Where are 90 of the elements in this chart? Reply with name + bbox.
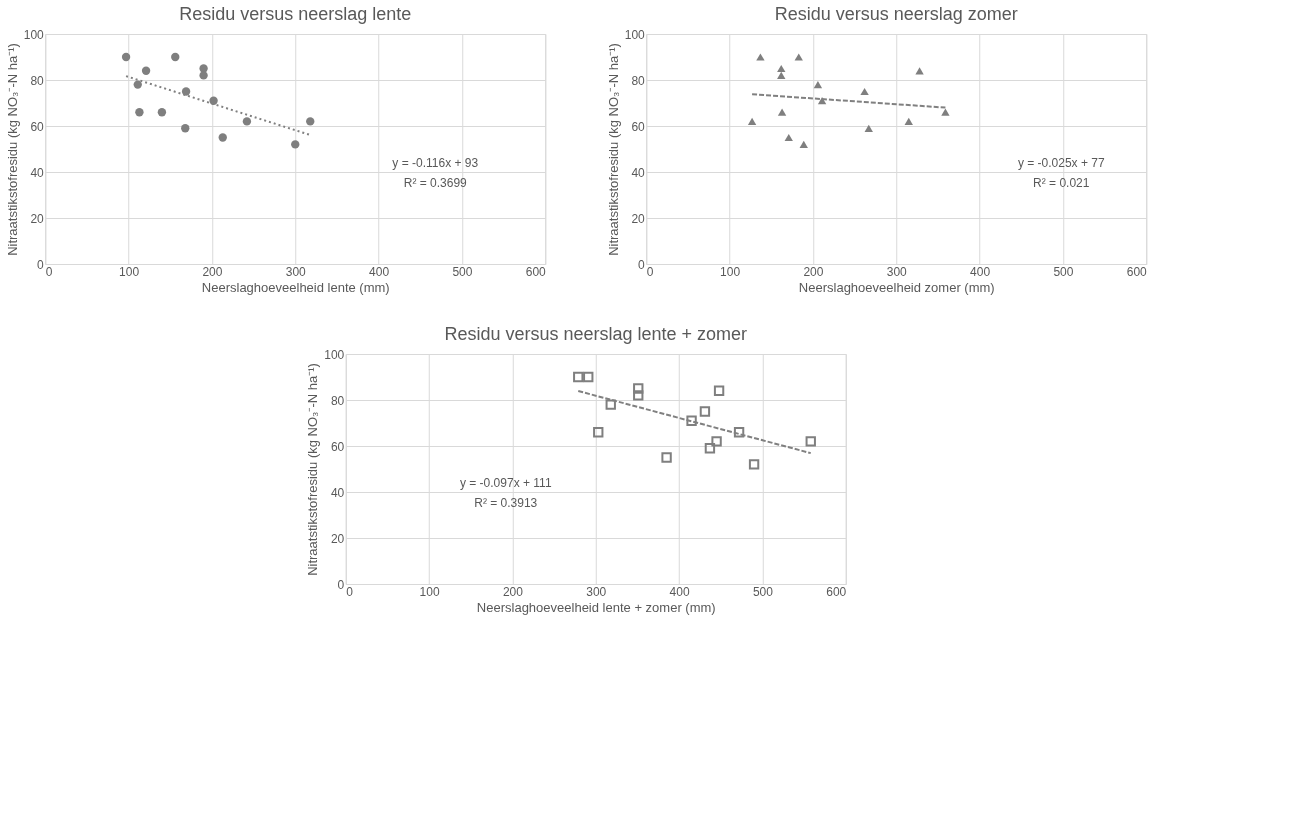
point [784, 133, 793, 142]
y-tick-label: 20 [30, 211, 45, 226]
point [141, 66, 151, 75]
point [805, 436, 816, 447]
point [748, 459, 760, 470]
y-tick-label: 20 [631, 211, 646, 226]
y-axis-title: Nitraatstikstofresidu (kg NO₃⁻-N ha⁻¹) [605, 43, 621, 256]
x-tick-label: 600 [525, 264, 547, 279]
point [171, 52, 180, 62]
x-tick-label: 200 [502, 584, 524, 599]
point [777, 64, 786, 73]
point [813, 80, 823, 89]
point [864, 124, 873, 132]
x-axis-title: Neerslaghoeveelheid lente (mm) [201, 279, 390, 295]
annotation: y = -0.097x + 111 [459, 475, 552, 490]
point [605, 399, 616, 410]
point [633, 383, 644, 394]
x-tick-label: 100 [419, 584, 440, 599]
point [799, 140, 808, 149]
y-tick-label: 40 [30, 165, 45, 180]
y-tick-label: 40 [631, 165, 646, 180]
x-tick-label: 500 [752, 584, 774, 599]
x-tick-label: 400 [369, 264, 390, 279]
point [573, 371, 584, 383]
point [860, 87, 869, 96]
x-tick-label: 600 [826, 584, 847, 599]
annotation: y = -0.116x + 93 [392, 155, 479, 170]
point [661, 452, 672, 463]
x-tick-label: 300 [886, 264, 908, 279]
y-axis-title: Nitraatstikstofresidu (kg NO₃⁻-N ha⁻¹) [4, 43, 20, 256]
point [135, 108, 144, 117]
annotation: R² = 0.021 [1033, 175, 1090, 190]
x-axis-title: Neerslaghoeveelheid zomer (mm) [798, 279, 995, 295]
y-tick-label: 80 [30, 73, 45, 88]
chart-title: Residu versus neerslag lente + zomer [444, 324, 748, 344]
x-axis-title: Neerslaghoeveelheid lente + zomer (mm) [476, 599, 716, 615]
point [199, 71, 208, 80]
point [583, 371, 594, 383]
point [777, 71, 786, 80]
y-tick-label: 80 [330, 393, 345, 408]
annotation: R² = 0.3913 [474, 495, 538, 510]
y-tick-label: 100 [324, 347, 345, 362]
point [777, 108, 787, 116]
point [747, 117, 757, 126]
x-tick-label: 400 [669, 584, 690, 599]
x-tick-label: 100 [720, 264, 741, 279]
point [733, 427, 745, 438]
y-tick-label: 100 [624, 27, 646, 42]
x-tick-label: 400 [970, 264, 991, 279]
point [121, 52, 131, 62]
annotation: R² = 0.3699 [403, 175, 468, 190]
point [306, 117, 315, 126]
y-tick-label: 60 [631, 119, 646, 134]
point [633, 390, 644, 401]
x-tick-label: 600 [1126, 264, 1148, 279]
point [915, 67, 924, 75]
x-tick-label: 500 [452, 264, 473, 279]
x-tick-label: 300 [285, 264, 307, 279]
point [794, 53, 803, 61]
point [713, 385, 725, 396]
point [711, 436, 722, 447]
annotation: y = -0.025x + 77 [1017, 155, 1105, 170]
y-axis-title: Nitraatstikstofresidu (kg NO₃⁻-N ha⁻¹) [305, 363, 321, 576]
point [686, 415, 697, 426]
point [291, 140, 300, 149]
y-tick-label: 20 [330, 531, 345, 546]
chart-title: Residu versus neerslag lente [179, 4, 412, 24]
y-tick-label: 100 [23, 27, 45, 42]
y-tick-label: 60 [30, 119, 45, 134]
point [218, 133, 227, 142]
x-tick-label: 200 [803, 264, 824, 279]
chart-title: Residu versus neerslag zomer [774, 4, 1018, 24]
y-tick-label: 80 [631, 73, 646, 88]
point [941, 108, 950, 116]
x-tick-label: 100 [119, 264, 140, 279]
x-tick-label: 200 [202, 264, 223, 279]
point [133, 80, 142, 89]
point [904, 117, 913, 126]
point [593, 427, 604, 438]
point [242, 117, 252, 126]
x-tick-label: 500 [1053, 264, 1074, 279]
x-tick-label: 300 [586, 584, 607, 599]
point [756, 53, 765, 61]
point [181, 124, 190, 133]
y-tick-label: 60 [330, 439, 345, 454]
point [699, 406, 711, 417]
point [181, 87, 191, 96]
point [157, 108, 167, 117]
point [704, 443, 716, 454]
y-tick-label: 40 [330, 485, 345, 500]
